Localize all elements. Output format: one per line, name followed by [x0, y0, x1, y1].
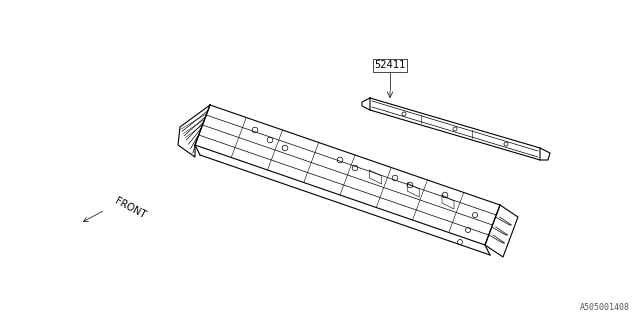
Text: A505001408: A505001408	[580, 303, 630, 312]
Bar	[373, 59, 407, 71]
Text: 52411: 52411	[374, 60, 406, 70]
Text: FRONT: FRONT	[113, 196, 147, 221]
